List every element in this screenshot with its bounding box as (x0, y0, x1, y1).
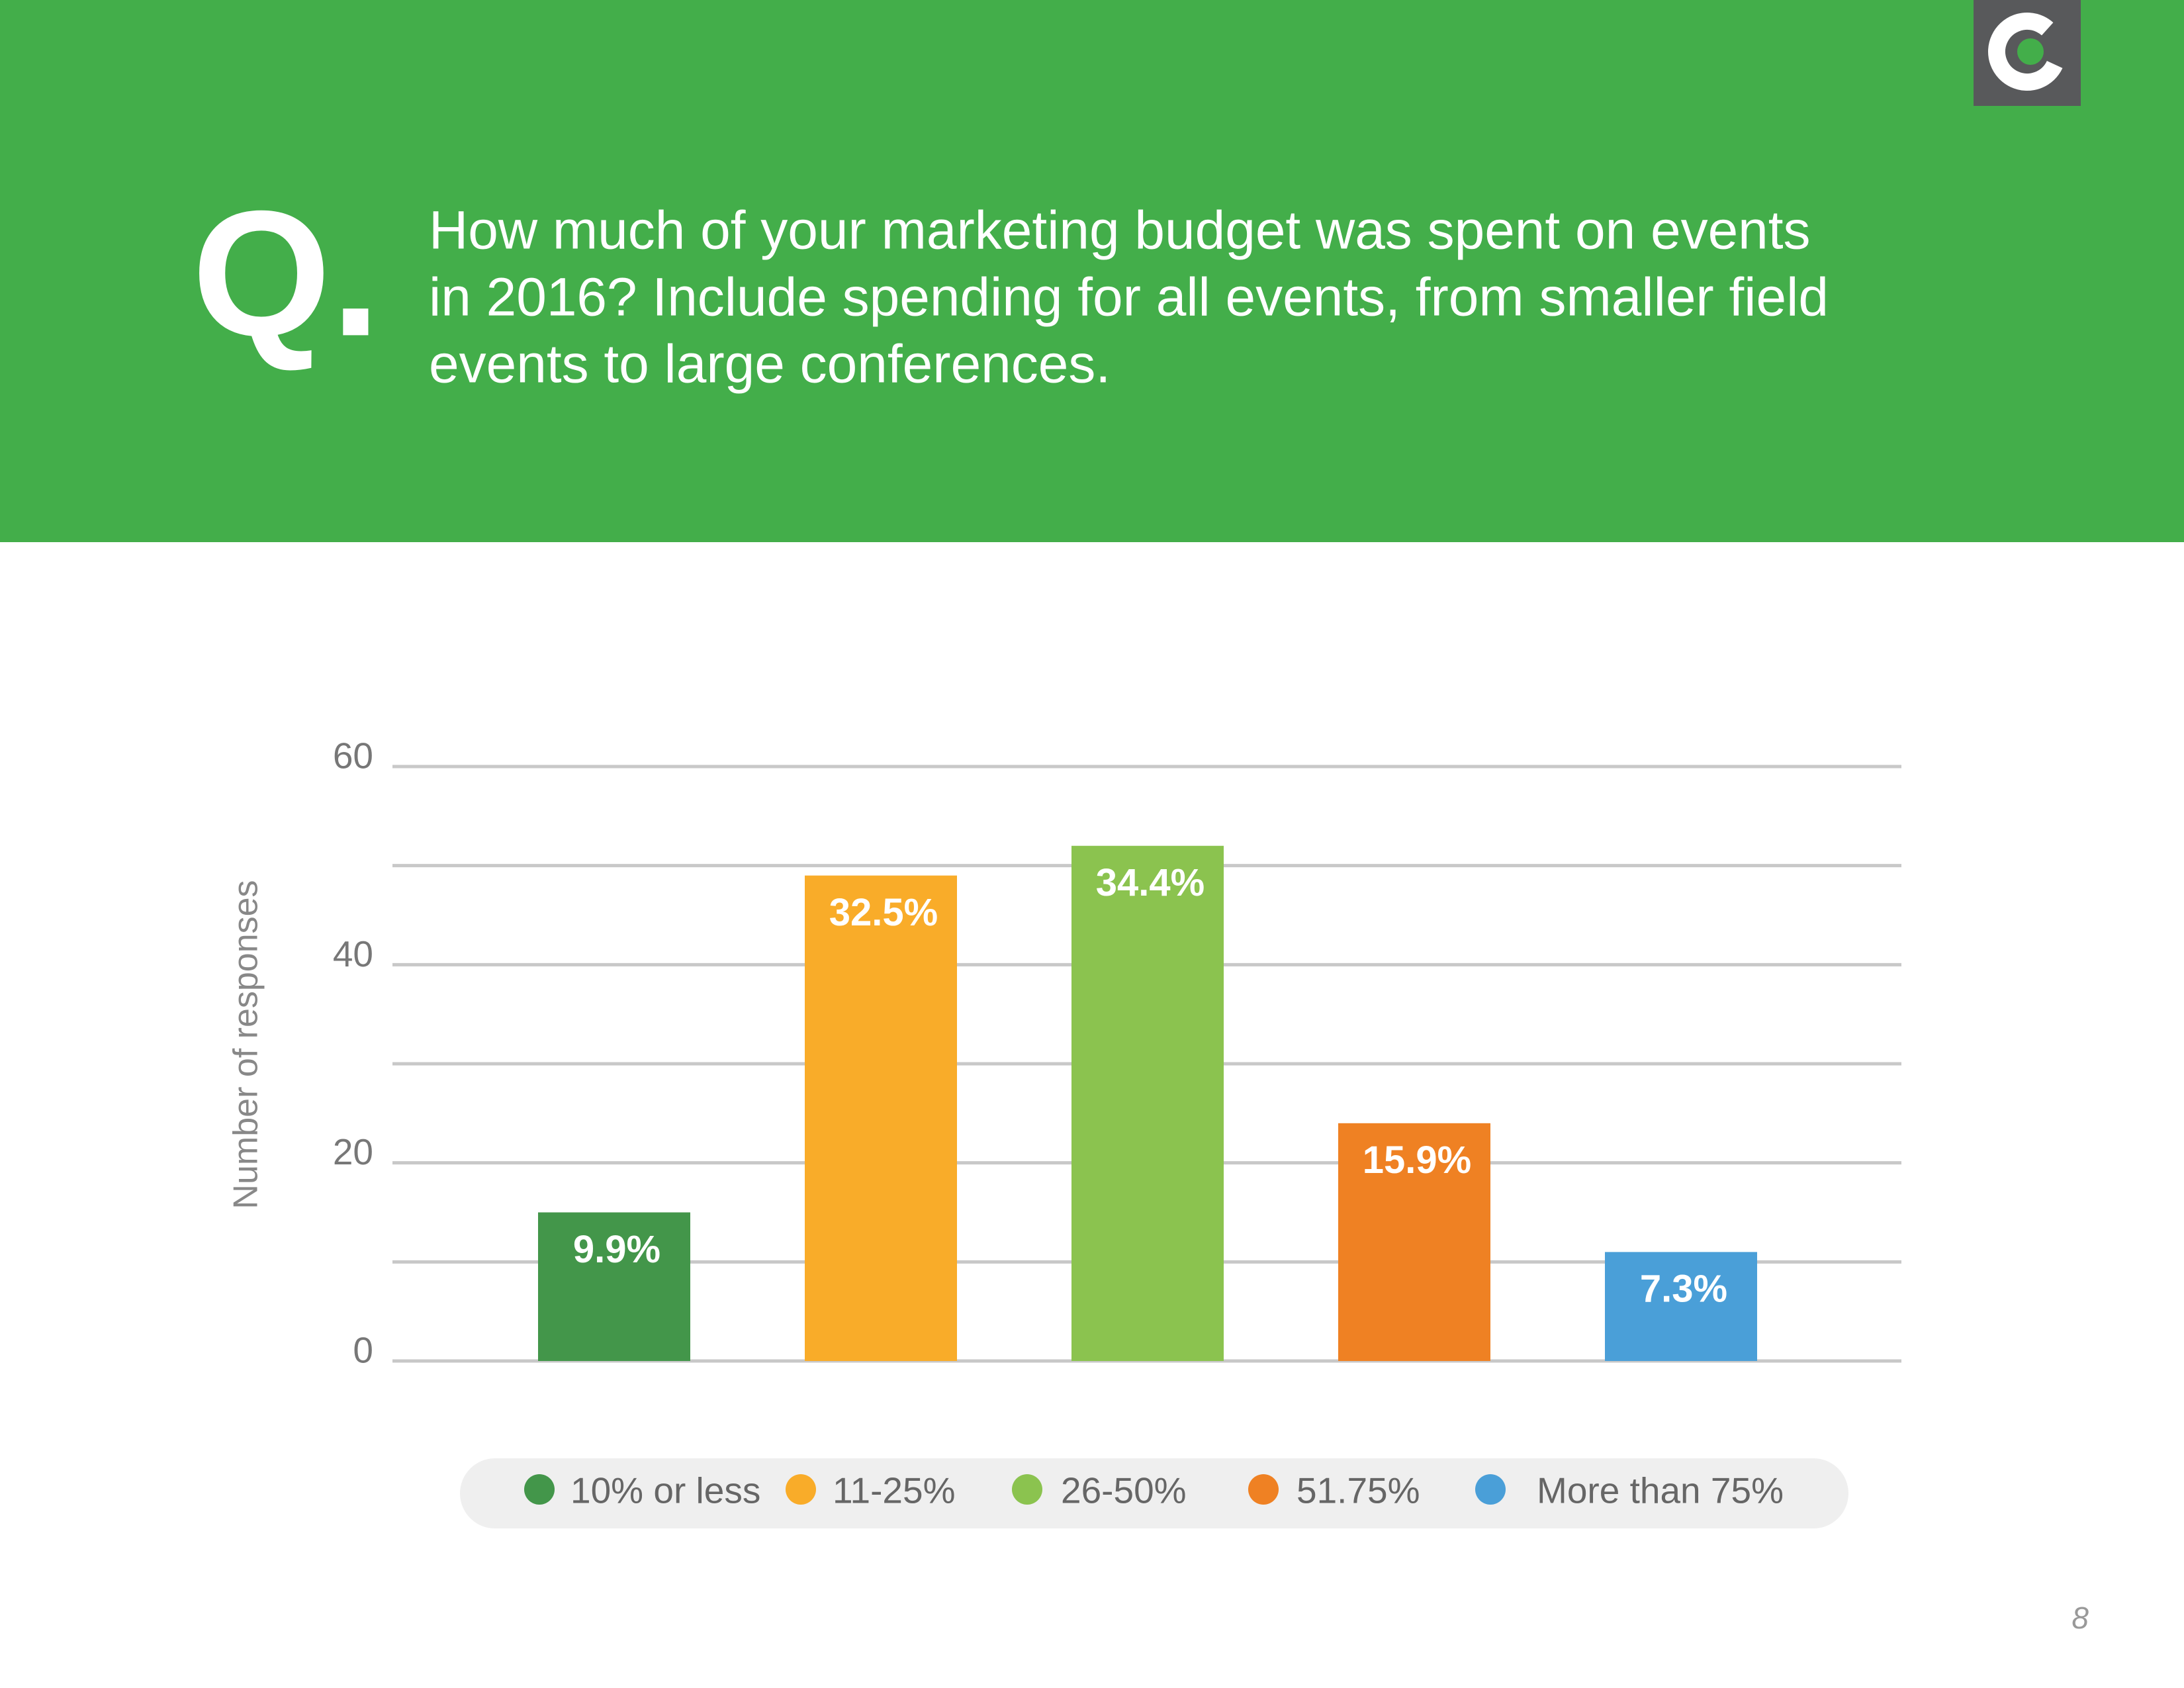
question-line: in 2016? Include spending for all events… (429, 267, 1829, 328)
bar-share-label: 15.9% (1363, 1139, 1471, 1182)
y-axis-label: Number of responses (227, 880, 265, 1209)
bar-share-label: 34.4% (1096, 861, 1205, 904)
y-tick-label: 20 (333, 1131, 373, 1172)
logo-dot (2017, 38, 2044, 65)
y-tick-label: 60 (333, 735, 373, 776)
legend-swatch (1248, 1474, 1279, 1505)
legend-label: 11-25% (833, 1470, 956, 1511)
legend-swatch (524, 1474, 555, 1505)
legend-label: 26-50% (1061, 1470, 1187, 1511)
legend-label: 51.75% (1297, 1470, 1420, 1511)
y-tick-label: 40 (333, 933, 373, 974)
header-band (0, 0, 2184, 542)
question-marker: Q. (192, 174, 381, 373)
page-number: 8 (2071, 1601, 2089, 1635)
bar (805, 875, 957, 1361)
bar-share-label: 9.9% (573, 1228, 660, 1271)
bar-share-label: 7.3% (1640, 1268, 1727, 1311)
bar (1338, 1123, 1490, 1361)
legend-label: 10% or less (570, 1470, 760, 1511)
legend-swatch (786, 1474, 816, 1505)
legend-label: More than 75% (1537, 1470, 1784, 1511)
bar (1071, 845, 1224, 1361)
legend-swatch (1475, 1474, 1506, 1505)
logo (1974, 0, 2081, 106)
bar-share-label: 32.5% (829, 891, 938, 934)
bar (538, 1212, 690, 1361)
legend-swatch (1012, 1474, 1042, 1505)
y-tick-label: 0 (353, 1330, 373, 1371)
question-line: How much of your marketing budget was sp… (429, 201, 1811, 261)
bar (1605, 1252, 1757, 1361)
question-line: events to large conferences. (429, 334, 1111, 395)
